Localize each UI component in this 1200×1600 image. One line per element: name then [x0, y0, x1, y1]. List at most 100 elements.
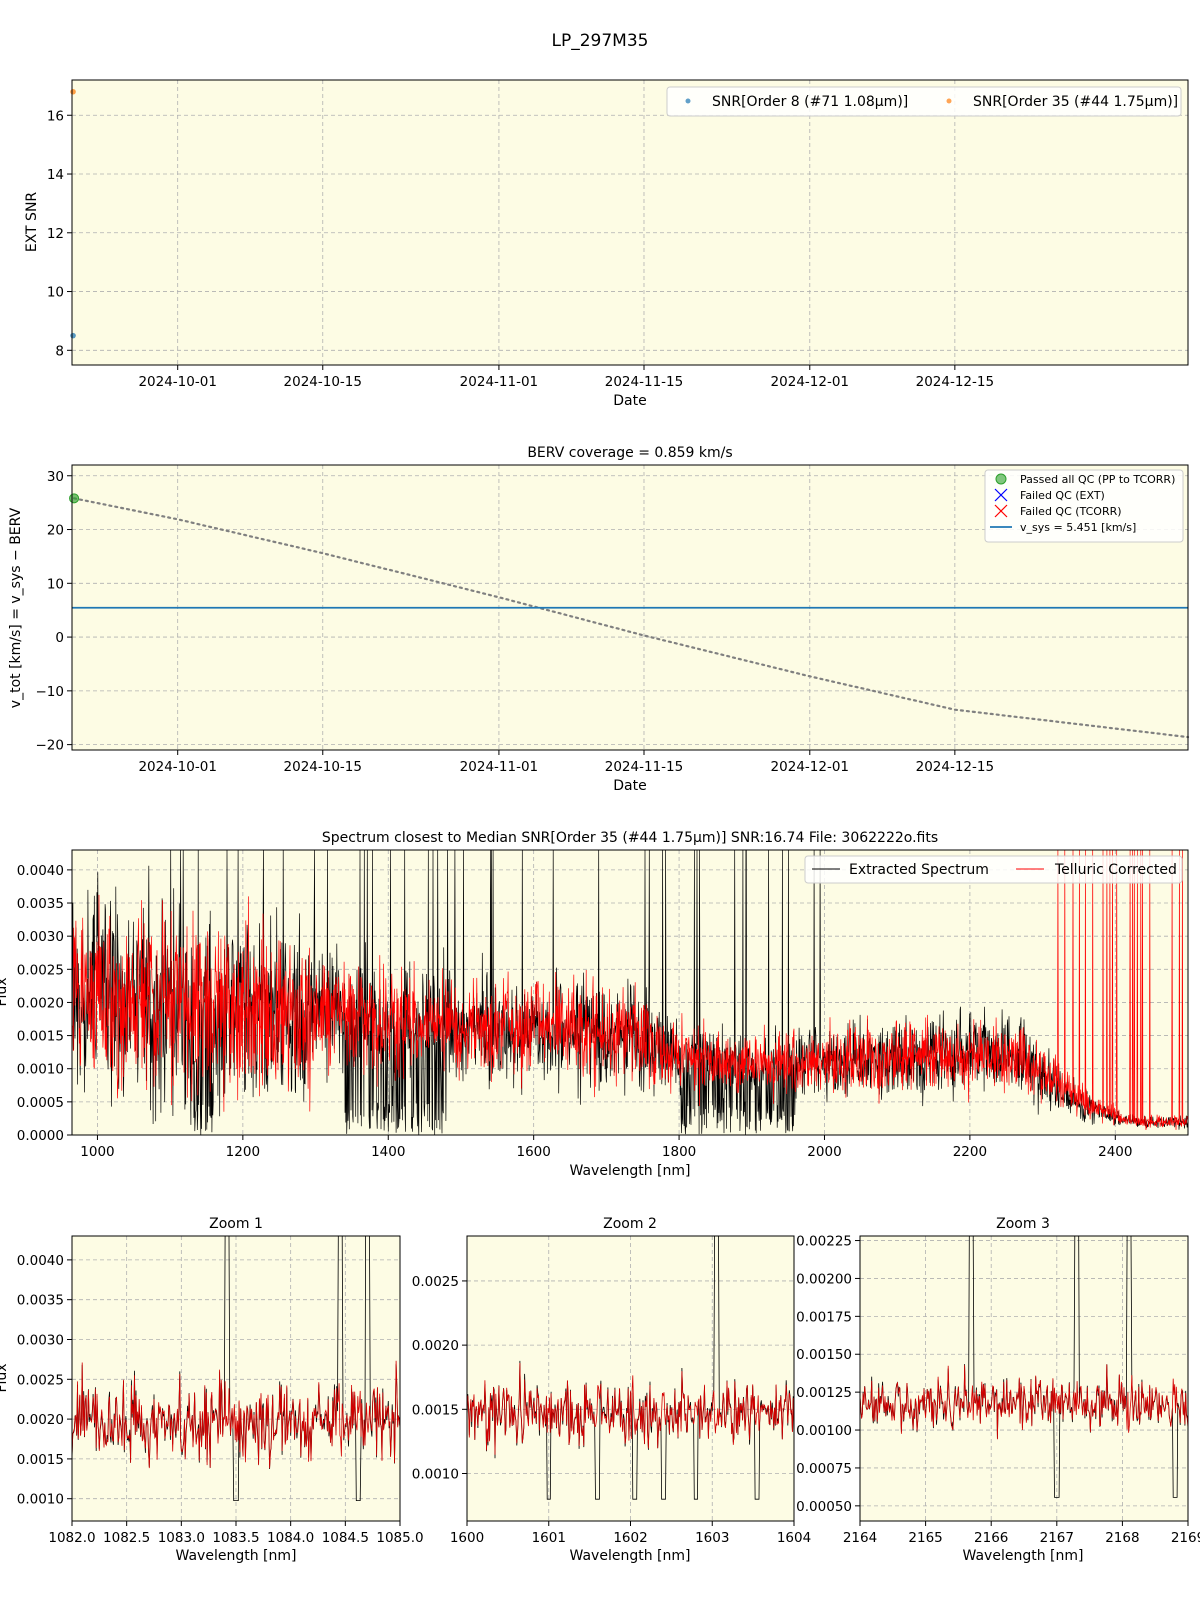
spectrum-xtick-label: 1600 — [516, 1144, 550, 1160]
snr-ytick-label: 8 — [55, 343, 64, 359]
berv-xtick-label: 2024-11-15 — [605, 759, 683, 775]
zoom1-ytick-label: 0.0040 — [17, 1253, 64, 1269]
snr-ytick-label: 10 — [47, 285, 64, 301]
zoom1-ytick-label: 0.0015 — [17, 1452, 64, 1468]
berv-xtick-label: 2024-12-01 — [771, 759, 849, 775]
snr-legend-marker-order35 — [946, 98, 952, 104]
snr-legend-order8: SNR[Order 8 (#71 1.08μm)] — [712, 94, 908, 110]
berv-xtick-label: 2024-10-01 — [138, 759, 216, 775]
zoom1-panel: Zoom 1 1082.0 1082.5 1083.0 1083.5 1084.0 108… — [0, 1216, 424, 1564]
zoom3-xlabel: Wavelength [nm] — [963, 1548, 1084, 1564]
berv-ytick-label: 30 — [47, 469, 64, 485]
zoom3-ytick-label: 0.00050 — [796, 1499, 852, 1515]
zoom2-xtick-label: 1600 — [450, 1530, 484, 1546]
zoom2-ytick-label: 0.0015 — [412, 1402, 459, 1418]
spectrum-xtick-label: 2400 — [1098, 1144, 1132, 1160]
spectrum-xtick-label: 1800 — [662, 1144, 696, 1160]
berv-curve — [72, 497, 1190, 739]
berv-xtick-label: 2024-11-01 — [460, 759, 538, 775]
zoom2-xtick-label: 1603 — [695, 1530, 729, 1546]
snr-legend: SNR[Order 8 (#71 1.08μm)] SNR[Order 35 (… — [666, 86, 1182, 117]
berv-legend: Passed all QC (PP to TCORR) Failed QC (E… — [984, 469, 1184, 543]
legend-failed-ext: Failed QC (EXT) — [1020, 489, 1105, 502]
spectrum-xtick-label: 1000 — [80, 1144, 114, 1160]
zoom3-xtick-label: 2164 — [843, 1530, 877, 1546]
legend-failed-tcorr-marker — [994, 504, 1008, 518]
passed-point — [69, 493, 80, 504]
berv-ytick-label: 0 — [55, 630, 64, 646]
spectrum-xtick-label: 1200 — [226, 1144, 260, 1160]
spectrum-ytick-label: 0.0030 — [17, 929, 64, 945]
berv-ytick-label: 10 — [47, 576, 64, 592]
zoom1-title: Zoom 1 — [209, 1216, 263, 1232]
snr-panel: 2024-10-01 2024-10-15 2024-11-01 2024-11-15… — [24, 79, 1189, 409]
zoom1-xtick-label: 1082.5 — [103, 1530, 150, 1546]
legend-passed-marker — [995, 473, 1007, 485]
spectrum-xtick-label: 2000 — [807, 1144, 841, 1160]
spectrum-legend: Extracted Spectrum Telluric Corrected — [804, 855, 1183, 884]
legend-failed-ext-marker — [994, 488, 1008, 502]
spectrum-ytick-label: 0.0020 — [17, 995, 64, 1011]
spectrum-ytick-label: 0.0040 — [17, 863, 64, 879]
zoom1-xtick-label: 1084.0 — [267, 1530, 314, 1546]
zoom2-ytick-label: 0.0025 — [412, 1274, 459, 1290]
berv-xlabel: Date — [613, 778, 646, 794]
zoom1-ytick-label: 0.0035 — [17, 1293, 64, 1309]
zoom3-telluric-line — [859, 1364, 1189, 1440]
zoom3-panel: Zoom 3 2164 2165 2166 2167 2168 2169 0.00050 0… — [796, 1216, 1200, 1564]
berv-xtick-label: 2024-10-15 — [284, 759, 362, 775]
spectrum-ytick-label: 0.0025 — [17, 962, 64, 978]
zoom2-xtick-label: 1602 — [613, 1530, 647, 1546]
berv-ytick-label: 20 — [47, 523, 64, 539]
figure-title: LP_297M35 — [552, 31, 649, 51]
zoom1-telluric-line — [71, 1360, 401, 1469]
zoom3-ytick-label: 0.00225 — [796, 1234, 852, 1250]
zoom1-xtick-label: 1085.0 — [376, 1530, 423, 1546]
snr-xtick-label: 2024-12-01 — [771, 374, 849, 390]
spectrum-title: Spectrum closest to Median SNR[Order 35 … — [322, 830, 938, 846]
snr-ytick-label: 12 — [47, 226, 64, 242]
zoom2-ytick-label: 0.0020 — [412, 1338, 459, 1354]
zoom3-xtick-label: 2168 — [1105, 1530, 1139, 1546]
zoom3-xtick-label: 2167 — [1040, 1530, 1074, 1546]
berv-title: BERV coverage = 0.859 km/s — [527, 445, 732, 461]
zoom3-ytick-label: 0.00175 — [796, 1309, 852, 1325]
zoom3-ytick-label: 0.00075 — [796, 1461, 852, 1477]
spectrum-ylabel: Flux — [0, 977, 10, 1006]
legend-extracted: Extracted Spectrum — [849, 862, 989, 878]
snr-ylabel: EXT SNR — [24, 192, 40, 253]
zoom3-xtick-label: 2166 — [974, 1530, 1008, 1546]
snr-xtick-label: 2024-10-15 — [284, 374, 362, 390]
zoom1-ytick-label: 0.0030 — [17, 1332, 64, 1348]
berv-ylabel: v_tot [km/s] = v_sys − BERV — [8, 507, 24, 708]
berv-ytick-label: −10 — [36, 684, 65, 700]
zoom3-title: Zoom 3 — [996, 1216, 1050, 1232]
spectrum-ytick-label: 0.0010 — [17, 1062, 64, 1078]
zoom1-ytick-label: 0.0010 — [17, 1492, 64, 1508]
zoom2-telluric-line — [466, 1362, 795, 1455]
snr-point-order8 — [70, 332, 76, 339]
snr-xlabel: Date — [613, 393, 646, 409]
spectrum-ytick-label: 0.0035 — [17, 896, 64, 912]
zoom1-xtick-label: 1082.0 — [48, 1530, 95, 1546]
zoom3-ytick-label: 0.00200 — [796, 1271, 852, 1287]
legend-failed-tcorr: Failed QC (TCORR) — [1020, 505, 1122, 518]
snr-xtick-label: 2024-12-15 — [916, 374, 994, 390]
zoom2-xtick-label: 1601 — [532, 1530, 566, 1546]
zoom1-ylabel: Flux — [0, 1363, 10, 1392]
spectrum-panel: Spectrum closest to Median SNR[Order 35 … — [0, 830, 1189, 1179]
snr-legend-marker-order8 — [685, 98, 691, 104]
snr-xtick-label: 2024-11-01 — [460, 374, 538, 390]
zoom3-ytick-label: 0.00100 — [796, 1423, 852, 1439]
berv-panel: BERV coverage = 0.859 km/s 2024-10-01 202… — [8, 445, 1190, 794]
zoom1-xtick-label: 1083.5 — [212, 1530, 259, 1546]
spectrum-xlabel: Wavelength [nm] — [570, 1163, 691, 1179]
berv-xtick-label: 2024-12-15 — [916, 759, 994, 775]
zoom1-ytick-label: 0.0020 — [17, 1412, 64, 1428]
snr-xtick-label: 2024-10-01 — [138, 374, 216, 390]
spectrum-xtick-label: 1400 — [371, 1144, 405, 1160]
snr-ytick-label: 16 — [47, 108, 64, 124]
legend-telluric: Telluric Corrected — [1054, 862, 1177, 878]
zoom2-panel: Zoom 2 1600 1601 1602 1603 1604 0.0010 0.0015… — [412, 1216, 811, 1564]
zoom2-ytick-label: 0.0010 — [412, 1467, 459, 1483]
